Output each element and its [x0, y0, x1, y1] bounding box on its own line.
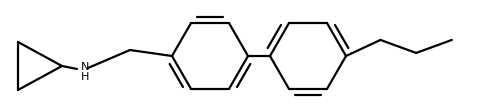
Text: N
H: N H [81, 62, 89, 81]
